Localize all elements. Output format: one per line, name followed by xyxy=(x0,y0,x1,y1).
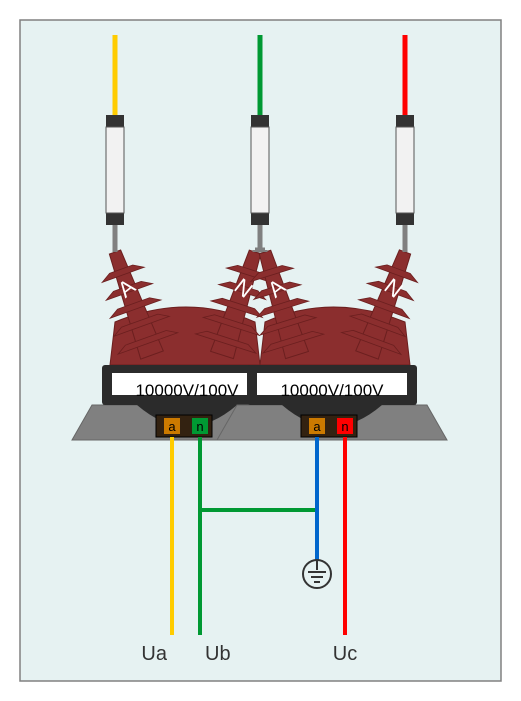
vt-wiring-diagram: 10000V/100VanAN10000V/100VanANUaUbUc xyxy=(0,0,521,701)
vt-right-ratio-label: 10000V/100V xyxy=(280,381,384,400)
label-ub: Ub xyxy=(205,643,231,665)
vt-left-term-a: a xyxy=(168,419,176,434)
vt-left-term-n: n xyxy=(196,419,203,434)
vt-right-term-n: n xyxy=(341,419,348,434)
phase-a-fuse xyxy=(106,115,124,225)
vt-right-term-a: a xyxy=(313,419,321,434)
phase-b-fuse xyxy=(251,115,269,225)
phase-c-fuse xyxy=(396,115,414,225)
label-uc: Uc xyxy=(333,643,357,665)
label-ua: Ua xyxy=(141,643,167,665)
vt-left-ratio-label: 10000V/100V xyxy=(135,381,239,400)
